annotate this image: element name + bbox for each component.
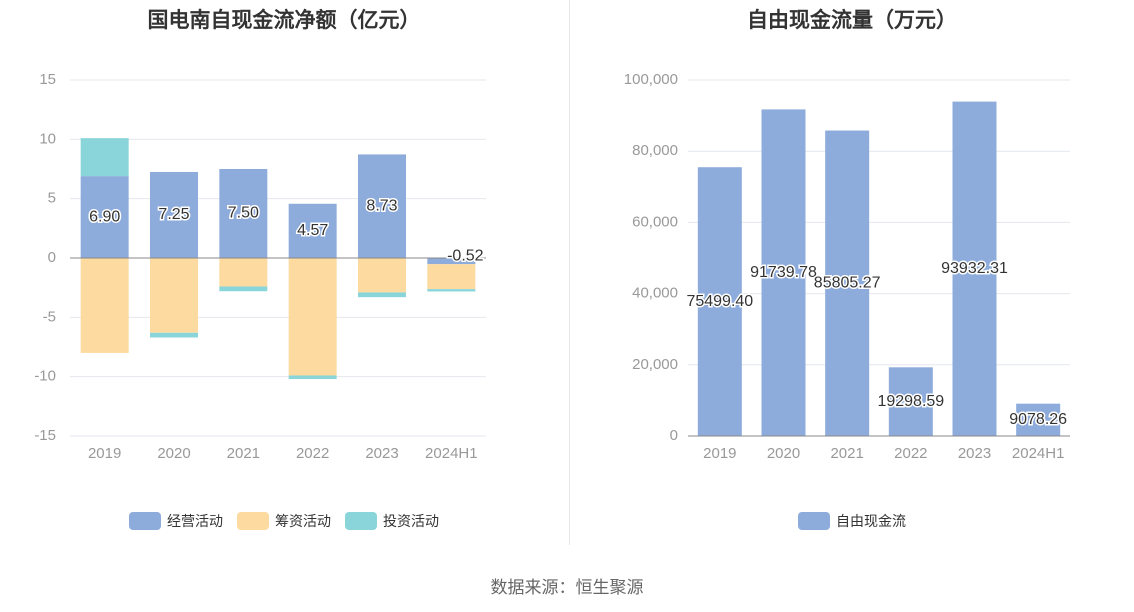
right-y-tick-3: 40,000	[632, 285, 678, 302]
right-y-tick-0: 100,000	[624, 71, 678, 88]
left-y-tick-2: 5	[48, 190, 56, 207]
right-data-label-3: 19298.59	[877, 393, 944, 410]
right-bar-5	[1016, 403, 1061, 436]
left-bar-1-1	[150, 258, 198, 333]
right-data-label-1: 91739.78	[750, 264, 817, 281]
left-data-label-4: 8.73	[366, 197, 397, 214]
left-legend-swatch-0	[129, 512, 161, 530]
left-data-label-1: 7.25	[158, 206, 189, 223]
right-x-tick-0: 2019	[703, 445, 736, 462]
left-x-tick-3: 2022	[296, 445, 329, 462]
right-bar-3	[888, 367, 933, 436]
left-bar-2-4	[358, 292, 406, 298]
right-y-tick-5: 0	[670, 427, 678, 444]
left-chart-plot: 15 10 5 0 -5 -10 -15 2019 2020 2021 2022 2023 2024H1…	[34, 71, 486, 462]
left-bar-1-3	[288, 258, 337, 376]
right-y-tick-1: 80,000	[632, 142, 678, 159]
right-x-tick-4: 2023	[958, 445, 991, 462]
left-chart-title: 国电南自现金流净额（亿元）	[147, 9, 421, 32]
right-chart-plot: 100,000 80,000 60,000 40,000 20,000 0 2019 2020…	[624, 71, 1070, 462]
left-x-tick-1: 2020	[157, 445, 190, 462]
left-bar-0-5	[427, 258, 476, 265]
left-data-label-5: -0.52	[447, 247, 484, 264]
left-legend-label-1: 筹资活动	[275, 513, 331, 529]
left-bar-2-0	[80, 138, 129, 177]
right-y-tick-4: 20,000	[632, 356, 678, 373]
right-x-tick-5: 2024H1	[1012, 445, 1065, 462]
left-bar-2-3	[288, 375, 337, 380]
left-legend-label-0: 经营活动	[167, 513, 223, 529]
left-legend-label-2: 投资活动	[383, 513, 439, 529]
left-bar-1-2	[219, 258, 268, 287]
left-legend-item-1[interactable]: 筹资活动	[237, 511, 331, 531]
right-x-tick-3: 2022	[894, 445, 927, 462]
right-chart-title: 自由现金流量（万元）	[747, 9, 957, 32]
right-y-tick-2: 60,000	[632, 213, 678, 230]
left-x-tick-2: 2021	[227, 445, 260, 462]
right-bar-4	[952, 101, 997, 436]
left-bar-0-4	[358, 154, 406, 258]
left-bar-2-5	[427, 289, 476, 292]
left-bar-0-2	[219, 169, 268, 258]
right-data-label-2: 85805.27	[814, 274, 881, 291]
right-data-label-0: 75499.40	[686, 293, 753, 310]
right-legend-swatch-0	[798, 512, 830, 530]
right-legend-item-0[interactable]: 自由现金流	[798, 511, 906, 531]
left-bar-0-1	[150, 171, 198, 258]
left-y-tick-5: -10	[34, 368, 56, 385]
left-y-tick-1: 10	[39, 130, 56, 147]
left-legend-swatch-1	[237, 512, 269, 530]
left-bar-1-5	[427, 264, 476, 290]
left-x-tick-4: 2023	[365, 445, 398, 462]
left-y-tick-0: 15	[39, 71, 56, 88]
left-y-tick-3: 0	[48, 249, 56, 266]
left-bar-0-3	[288, 203, 337, 258]
left-bar-2-1	[150, 332, 198, 338]
left-y-tick-4: -5	[43, 308, 56, 325]
right-x-tick-1: 2020	[767, 445, 800, 462]
left-bar-2-2	[219, 286, 268, 292]
left-x-tick-5: 2024H1	[425, 445, 478, 462]
right-bar-1	[761, 109, 806, 437]
left-chart-legend: 经营活动 筹资活动 投资活动	[0, 511, 568, 531]
left-bar-1-0	[80, 258, 129, 353]
free-cash-flow-chart: 自由现金流量（万元） 100,000 80,000 60,000 40,000 20,0…	[570, 0, 1134, 545]
right-bar-2	[825, 130, 870, 436]
left-bar-0-0	[80, 176, 129, 258]
right-bar-0	[697, 167, 742, 436]
right-data-label-4: 93932.31	[941, 260, 1008, 277]
right-chart-legend: 自由现金流	[570, 511, 1134, 531]
left-legend-item-0[interactable]: 经营活动	[129, 511, 223, 531]
panel-divider	[569, 0, 570, 545]
data-source-note: 数据来源：恒生聚源	[490, 578, 644, 597]
left-legend-swatch-2	[345, 512, 377, 530]
left-data-label-0: 6.90	[89, 208, 120, 225]
left-y-tick-6: -15	[34, 427, 56, 444]
left-bar-1-4	[358, 258, 406, 293]
right-x-tick-2: 2021	[830, 445, 863, 462]
left-data-label-3: 4.57	[297, 222, 328, 239]
right-data-label-5: 9078.26	[1009, 411, 1067, 428]
cash-flow-net-chart: 国电南自现金流净额（亿元） 15 10 5 0 -5 -10 -15 2019 2020 2021…	[0, 0, 568, 545]
right-legend-label-0: 自由现金流	[836, 513, 906, 529]
left-data-label-2: 7.50	[228, 205, 259, 222]
left-legend-item-2[interactable]: 投资活动	[345, 511, 439, 531]
left-x-tick-0: 2019	[88, 445, 121, 462]
